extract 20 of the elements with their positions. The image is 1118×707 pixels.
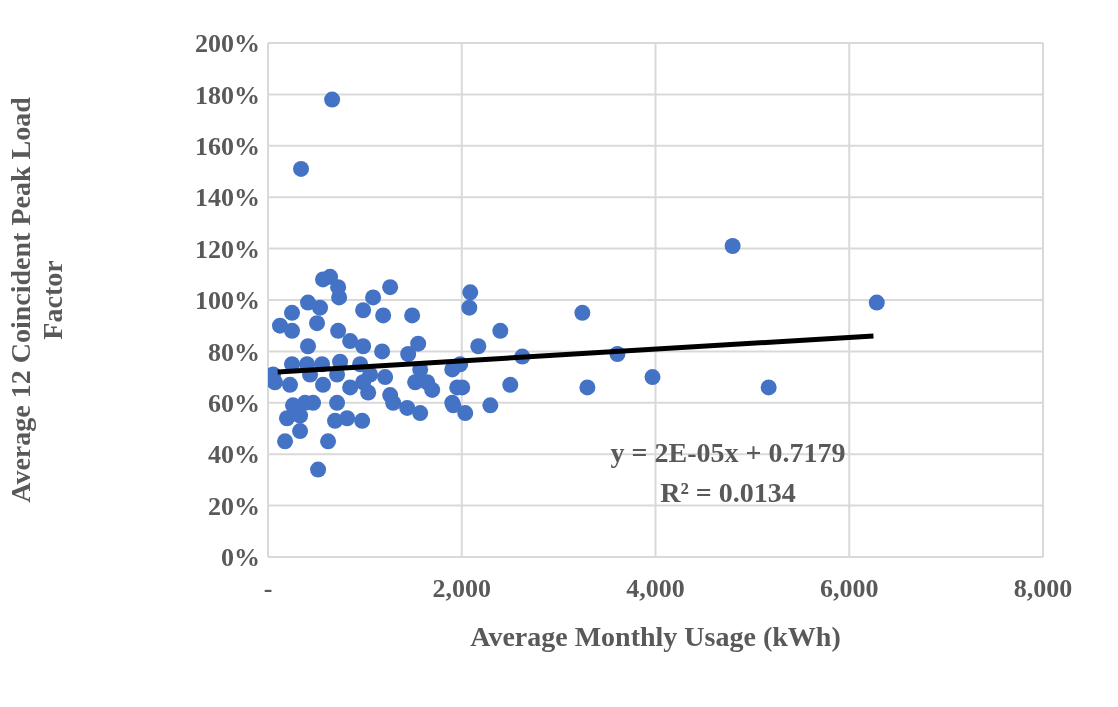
x-tick-label: 8,000	[1013, 574, 1073, 604]
y-tick-label: 180%	[195, 80, 260, 110]
y-tick-label: 40%	[208, 440, 260, 470]
x-tick-label: 2,000	[432, 574, 491, 604]
y-tick-label: 120%	[195, 234, 260, 264]
x-tick-label: -	[263, 574, 273, 604]
x-tick-label: 6,000	[820, 574, 879, 604]
y-axis-title: Average 12 Coincident Peak Load Factor	[5, 96, 68, 503]
annotation: y = 2E-05x + 0.7179	[609, 436, 847, 470]
y-tick-label: 140%	[195, 183, 260, 213]
y-tick-label: 160%	[195, 132, 260, 162]
y-tick-label: 80%	[208, 337, 260, 367]
y-tick-label: 60%	[208, 389, 260, 419]
y-tick-label: 20%	[208, 491, 260, 521]
x-tick-label: 4,000	[626, 574, 685, 604]
y-tick-label: 200%	[195, 29, 260, 59]
annotation: R² = 0.0134	[659, 476, 797, 510]
y-tick-label: 100%	[195, 286, 260, 316]
y-tick-label: 0%	[221, 543, 260, 573]
x-axis-title: Average Monthly Usage (kWh)	[469, 621, 842, 653]
